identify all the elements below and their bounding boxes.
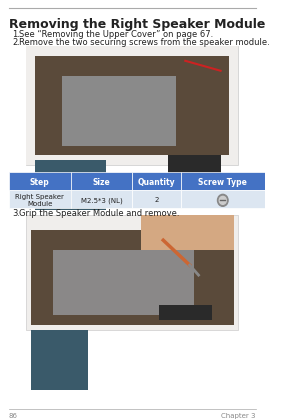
Text: 2: 2 — [154, 197, 159, 203]
FancyBboxPatch shape — [168, 155, 220, 176]
Text: See “Removing the Upper Cover” on page 67.: See “Removing the Upper Cover” on page 6… — [20, 30, 214, 39]
Text: Chapter 3: Chapter 3 — [221, 412, 256, 419]
Text: Remove the two securing screws from the speaker module.: Remove the two securing screws from the … — [20, 38, 270, 47]
Text: M2.5*3 (NL): M2.5*3 (NL) — [81, 197, 122, 204]
Circle shape — [218, 194, 228, 206]
FancyBboxPatch shape — [70, 190, 132, 208]
FancyBboxPatch shape — [53, 250, 194, 315]
Text: 86: 86 — [9, 412, 18, 419]
FancyBboxPatch shape — [9, 173, 70, 190]
FancyBboxPatch shape — [35, 56, 230, 155]
FancyBboxPatch shape — [31, 230, 234, 325]
Text: Step: Step — [30, 178, 50, 187]
Text: Grip the Speaker Module and remove.: Grip the Speaker Module and remove. — [20, 209, 180, 218]
FancyBboxPatch shape — [26, 215, 238, 330]
FancyBboxPatch shape — [35, 160, 106, 210]
Text: Screw Type: Screw Type — [198, 178, 247, 187]
FancyBboxPatch shape — [70, 173, 132, 190]
FancyBboxPatch shape — [141, 215, 234, 250]
FancyBboxPatch shape — [159, 305, 212, 320]
FancyBboxPatch shape — [62, 76, 176, 145]
Text: 2.: 2. — [12, 38, 20, 47]
Circle shape — [219, 197, 226, 204]
FancyBboxPatch shape — [26, 46, 238, 165]
FancyBboxPatch shape — [31, 330, 88, 390]
Text: 1.: 1. — [12, 30, 20, 39]
Text: Removing the Right Speaker Module: Removing the Right Speaker Module — [9, 18, 265, 31]
Text: 3.: 3. — [12, 209, 20, 218]
Text: Size: Size — [93, 178, 110, 187]
FancyBboxPatch shape — [132, 190, 181, 208]
FancyBboxPatch shape — [181, 190, 265, 208]
Text: Right Speaker
Module: Right Speaker Module — [15, 194, 64, 207]
FancyBboxPatch shape — [9, 190, 70, 208]
FancyBboxPatch shape — [181, 173, 265, 190]
FancyBboxPatch shape — [26, 46, 238, 165]
FancyBboxPatch shape — [132, 173, 181, 190]
Text: Quantity: Quantity — [138, 178, 176, 187]
